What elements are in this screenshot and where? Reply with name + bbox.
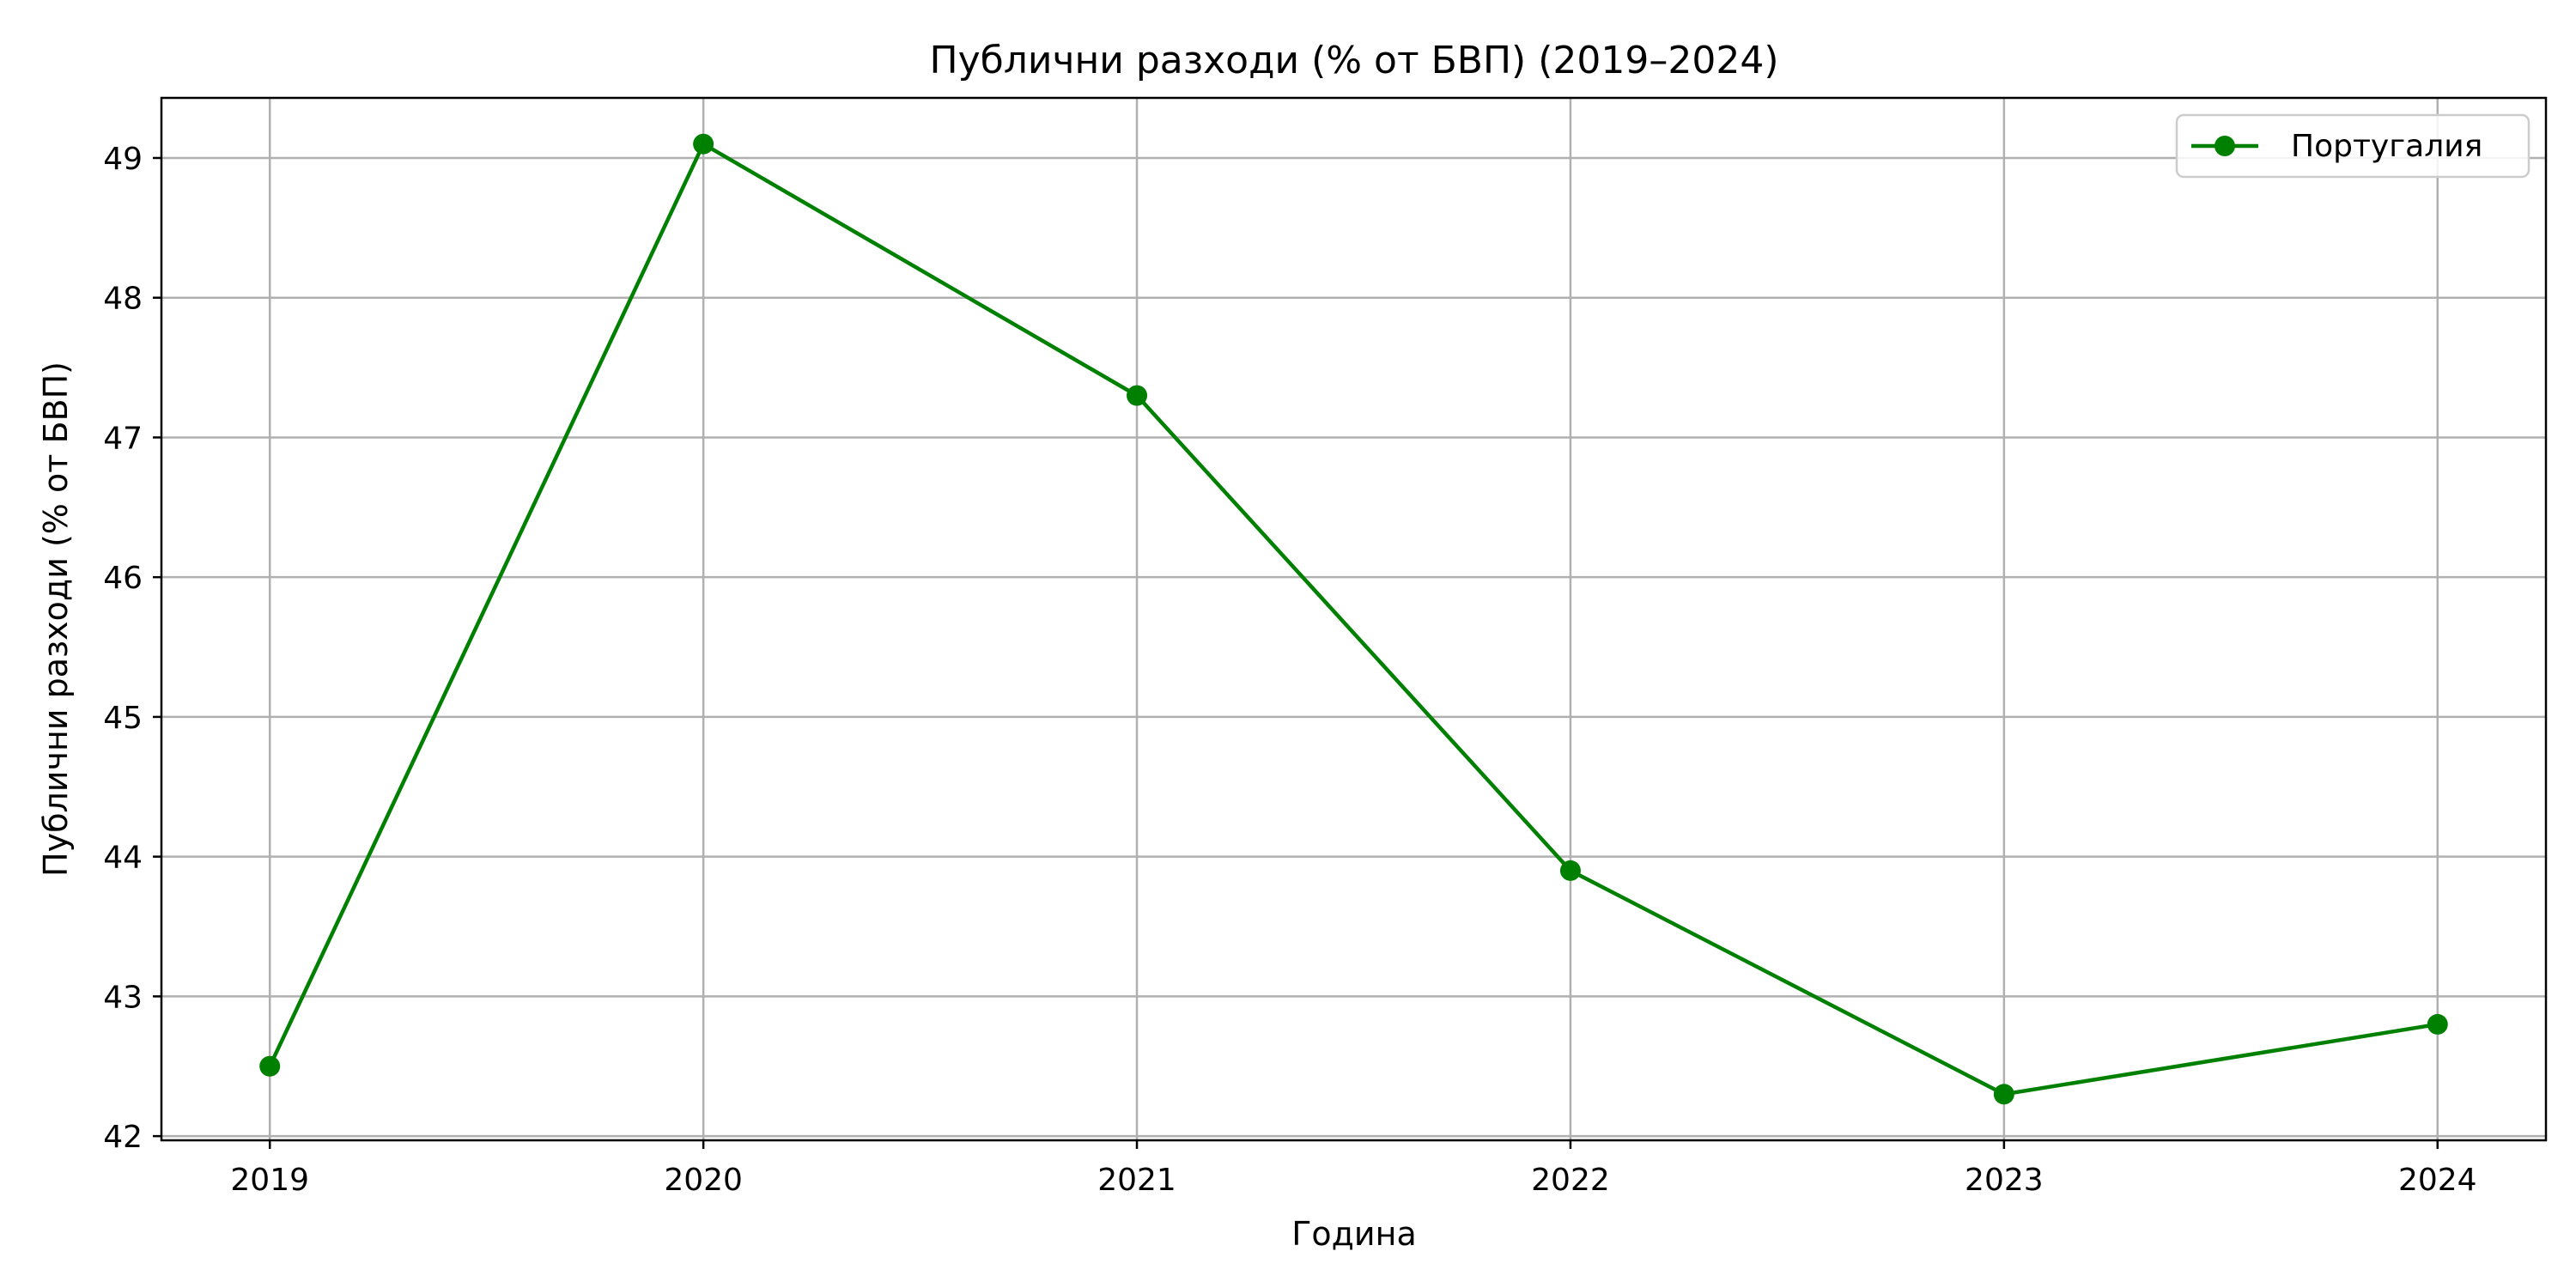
plot-frame <box>160 96 2548 1142</box>
y-axis-label: Публични разходи (% от БВП) <box>37 361 75 877</box>
series-layer <box>259 133 2448 1105</box>
x-tick-label: 2023 <box>1965 1163 2044 1198</box>
data-point <box>1993 1084 2014 1105</box>
y-tick-label: 42 <box>103 1120 143 1155</box>
data-point <box>2427 1013 2448 1035</box>
grid <box>161 98 2546 1140</box>
x-tick-label: 2019 <box>230 1163 309 1198</box>
y-tick-label: 47 <box>103 421 143 456</box>
y-tick-label: 44 <box>103 841 143 876</box>
legend: Португалия <box>2175 113 2530 179</box>
legend-label: Португалия <box>2291 129 2482 164</box>
axis-ticks: 2019 2020 2021 2022 2023 2024 42 43 44 45 46 47 48 49 <box>103 142 2476 1198</box>
legend-box <box>2175 113 2530 179</box>
x-axis-label: Година <box>1291 1215 1417 1253</box>
y-tick-label: 48 <box>103 282 143 317</box>
y-tick-label: 43 <box>103 980 143 1015</box>
x-tick-label: 2021 <box>1097 1163 1176 1198</box>
y-tick-label: 45 <box>103 701 143 736</box>
y-tick-label: 49 <box>103 142 143 177</box>
data-point <box>1559 860 1581 881</box>
x-tick-label: 2024 <box>2398 1163 2477 1198</box>
x-tick-label: 2020 <box>664 1163 743 1198</box>
data-point <box>1127 385 1148 406</box>
x-tick-label: 2022 <box>1531 1163 1610 1198</box>
data-point <box>259 1055 281 1077</box>
chart-title: Публични разходи (% от БВП) (2019–2024) <box>930 39 1779 82</box>
y-tick-label: 46 <box>103 561 143 596</box>
legend-marker-sample <box>2215 136 2235 156</box>
data-point <box>693 133 714 155</box>
series-line <box>268 142 2439 1097</box>
